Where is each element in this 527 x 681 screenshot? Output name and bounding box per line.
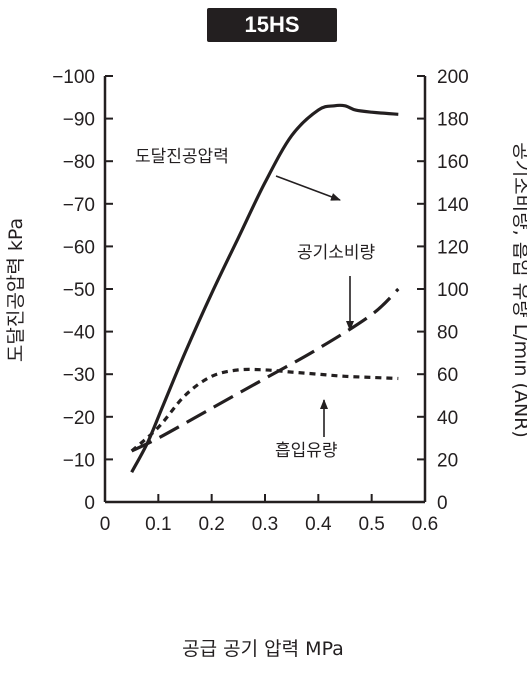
x-tick-label: 0.5 [358,514,384,535]
chart-title: 15HS [207,8,337,42]
x-axis-title: 공급 공기 압력 MPa [182,638,344,660]
y-left-tick-label: −30 [63,365,95,386]
y-right-tick-label: 160 [437,152,469,173]
y-right-axis-title: 공기소비량, 흡입 유량 L/min (ANR) [510,142,527,438]
y-right-tick-label: 60 [437,365,458,386]
series-line-solid [130,103,399,473]
annotation-label: 도달진공압력 [135,147,229,167]
y-left-tick-label: −100 [52,67,95,88]
x-tick-label: 0.3 [252,514,278,535]
x-tick-label: 0.1 [145,514,171,535]
y-left-tick-label: −50 [63,280,95,301]
annotation-label: 흡입유량 [275,441,338,461]
y-right-tick-label: 40 [437,408,458,429]
series-line-dashed [131,287,400,453]
y-right-tick-label: 140 [437,195,469,216]
y-left-tick-label: −10 [63,450,95,471]
y-left-tick-label: −70 [63,195,95,216]
y-right-tick-label: 80 [437,323,458,344]
y-right-tick-label: 20 [437,450,458,471]
y-left-tick-label: −60 [63,237,95,258]
x-tick-label: 0 [100,514,111,535]
x-tick-label: 0.2 [198,514,224,535]
y-left-axis-title: 도달진공압력 kPa [5,218,27,362]
x-tick-label: 0.4 [305,514,332,535]
x-tick-label: 0.6 [412,514,438,535]
annotation-arrow [275,175,341,201]
y-left-tick-label: 0 [84,493,95,514]
y-left-tick-label: −40 [63,323,95,344]
y-left-tick-label: −20 [63,408,95,429]
y-left-tick-label: −90 [63,110,95,131]
y-right-tick-label: 180 [437,110,469,131]
y-right-tick-label: 100 [437,280,469,301]
y-right-tick-label: 0 [437,493,448,514]
y-left-tick-label: −80 [63,152,95,173]
annotation-label: 공기소비량 [297,243,376,263]
y-right-tick-label: 120 [437,237,469,258]
y-right-tick-label: 200 [437,67,469,88]
